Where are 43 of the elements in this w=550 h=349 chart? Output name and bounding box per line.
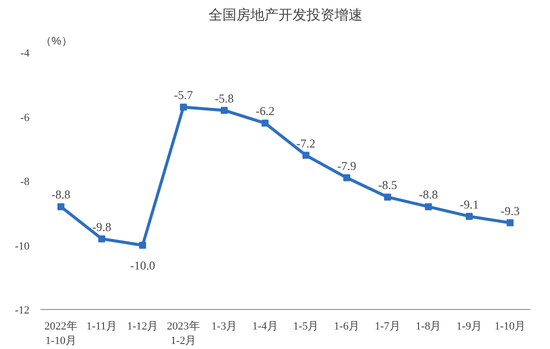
x-tick-label: 1-3月 [211,320,238,332]
point [220,106,228,114]
x-tick-label: 1-6月 [334,320,360,332]
data-label: -9.1 [460,197,479,212]
data-label: -8.8 [418,188,438,202]
data-label: -5.8 [214,91,234,106]
x-tick-label: 2023年 1-2月 [166,320,200,347]
point [424,203,432,210]
x-tick-label: 1-9月 [456,320,482,332]
data-label: -7.2 [296,136,316,150]
data-label: -9.3 [500,204,520,218]
point [180,104,187,111]
x-tick-label: 1-10月 [494,320,526,332]
y-tick-label: -10 [14,240,30,252]
point [343,174,350,182]
point [98,235,106,242]
x-tick-label: 1-7月 [374,320,400,332]
data-label: -5.7 [174,88,193,102]
point [506,219,514,226]
data-label: -7.9 [337,158,356,173]
y-tick-label: -12 [14,304,30,316]
data-label: -9.8 [92,220,112,234]
data-label: -8.5 [378,178,398,192]
x-tick-label: 1-4月 [252,320,278,332]
x-tick-label: 1-5月 [293,320,319,332]
point [262,120,269,127]
data-label: -8.8 [51,188,70,202]
point [139,242,146,249]
point [384,194,392,201]
point [57,203,64,210]
data-label: -10.0 [130,258,156,272]
point [302,152,310,159]
y-tick-label: -4 [20,48,30,60]
data-label: -6.2 [256,104,275,118]
x-tick-label: 1-8月 [416,320,442,332]
point [466,212,473,220]
y-tick-label: -6 [20,112,30,124]
y-tick-label: -8 [20,176,30,188]
x-tick-label: 1-11月 [86,320,118,332]
x-tick-label: 2022年 1-10月 [44,320,78,347]
y-axis-title: （%） [40,36,72,48]
chart-title: 全国房地产开发投资增速 [208,8,362,24]
x-tick-label: 1-12月 [127,320,158,332]
